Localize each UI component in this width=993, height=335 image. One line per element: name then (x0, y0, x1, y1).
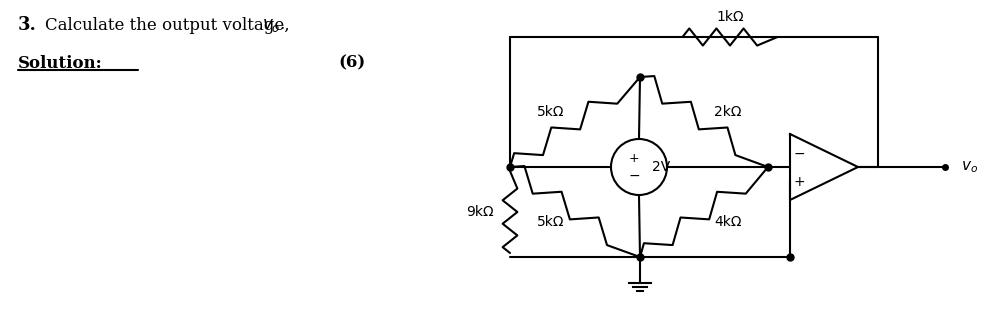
Text: $v_o$: $v_o$ (961, 159, 978, 175)
Text: −: − (793, 147, 804, 161)
Text: $v_o$.: $v_o$. (262, 16, 285, 34)
Text: −: − (629, 169, 639, 183)
Text: 5kΩ: 5kΩ (537, 215, 565, 229)
Text: Solution:: Solution: (18, 55, 102, 71)
Text: +: + (629, 151, 639, 164)
Text: 9kΩ: 9kΩ (466, 205, 494, 219)
Text: +: + (793, 175, 804, 189)
Text: 5kΩ: 5kΩ (537, 105, 565, 119)
Text: 1kΩ: 1kΩ (716, 10, 744, 24)
Text: 4kΩ: 4kΩ (714, 215, 742, 229)
Text: Calculate the output voltage,: Calculate the output voltage, (45, 16, 295, 34)
Text: 2V: 2V (651, 160, 670, 174)
Text: 3.: 3. (18, 16, 37, 34)
Text: (6): (6) (338, 55, 365, 71)
Text: 2kΩ: 2kΩ (714, 105, 742, 119)
